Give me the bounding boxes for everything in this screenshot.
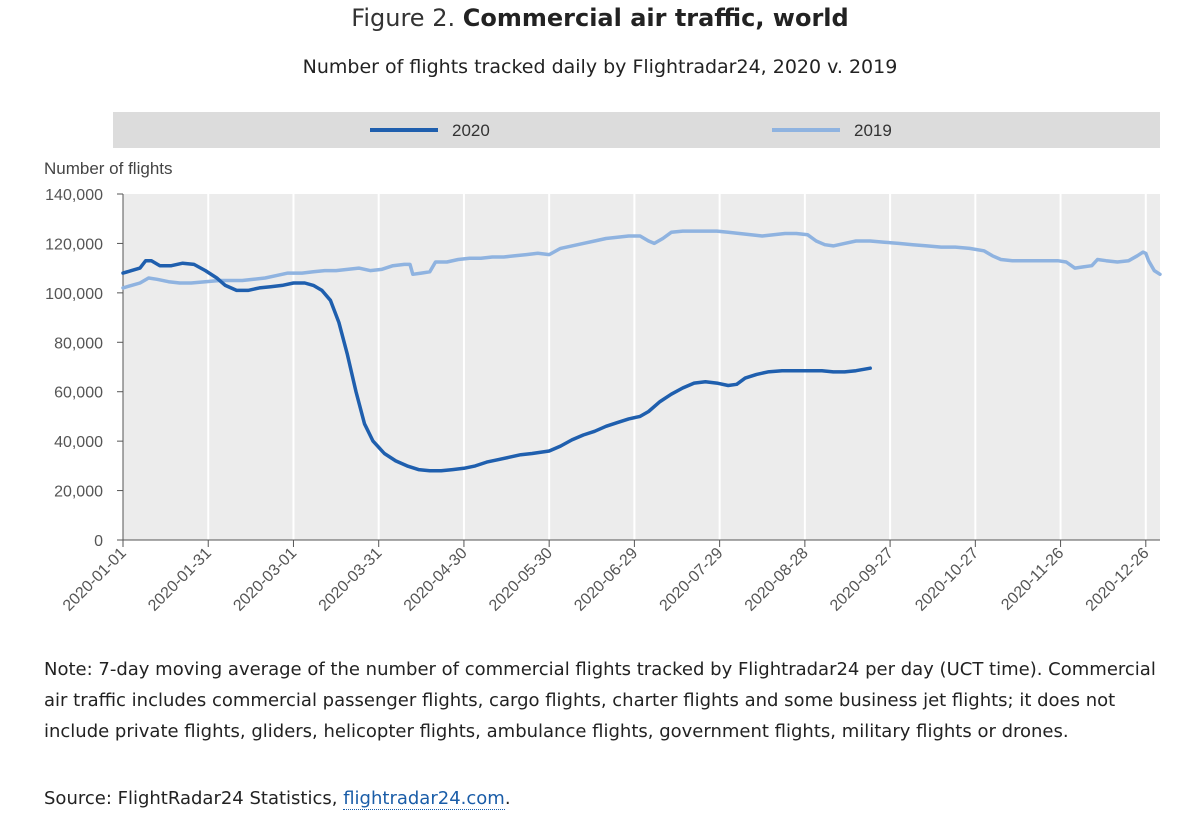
x-tick-label: 2020-05-30 (486, 545, 556, 615)
x-tick-label: 2020-01-01 (60, 545, 130, 615)
y-tick-label: 0 (94, 533, 103, 550)
x-gridlines (207, 194, 1147, 540)
chart: 2020 2019 Number of flights 0 20,000 40,00… (44, 112, 1162, 615)
y-axis: 0 20,000 40,000 60,000 80,000 100,000 120,000 1… (45, 187, 124, 550)
figure-title-text: Commercial air traffic, world (462, 4, 849, 32)
x-axis: 2020-01-01 2020-01-31 2020-03-01 2020-03-31… (60, 539, 1160, 615)
legend-background (113, 112, 1160, 148)
y-tick-label: 60,000 (54, 385, 103, 402)
x-tick-label: 2020-01-31 (145, 545, 215, 615)
legend-2019-label: 2019 (854, 121, 892, 140)
x-tick-label: 2020-03-01 (230, 545, 300, 615)
source-suffix: . (504, 788, 511, 809)
x-tick-label: 2020-08-28 (742, 545, 812, 615)
y-tick-label: 40,000 (54, 434, 103, 451)
x-tick-label: 2020-04-30 (401, 545, 471, 615)
figure-title: Figure 2. Commercial air traffic, world (0, 4, 1200, 32)
x-tick-label: 2020-10-27 (912, 545, 982, 615)
x-tick-label: 2020-03-31 (316, 545, 386, 615)
x-tick-label: 2020-07-29 (657, 545, 727, 615)
series-line-2020 (121, 258, 872, 473)
y-axis-title: Number of flights (44, 159, 173, 178)
source-prefix: Source: FlightRadar24 Statistics, (44, 788, 344, 809)
y-tick-label: 100,000 (45, 286, 103, 303)
source-link[interactable]: flightradar24.com (343, 788, 505, 810)
series-lines (121, 229, 1162, 473)
x-tick-label: 2020-06-29 (571, 545, 641, 615)
legend-2020-label: 2020 (452, 121, 490, 140)
series-line-2019 (121, 229, 1162, 290)
y-tick-label: 80,000 (54, 335, 103, 352)
x-tick-label: 2020-12-26 (1083, 545, 1153, 615)
plot-area (123, 194, 1160, 540)
y-tick-label: 20,000 (54, 484, 103, 501)
y-tick-label: 140,000 (45, 187, 103, 204)
figure-subtitle: Number of flights tracked daily by Fligh… (302, 56, 898, 78)
chart-note: Note: 7-day moving average of the number… (44, 659, 1156, 742)
x-tick-label: 2020-09-27 (827, 545, 897, 615)
x-tick-label: 2020-11-26 (998, 545, 1067, 614)
y-tick-label: 120,000 (45, 236, 103, 253)
figure-number: Figure 2. (351, 4, 456, 32)
chart-source: Source: FlightRadar24 Statistics, flight… (44, 788, 511, 810)
